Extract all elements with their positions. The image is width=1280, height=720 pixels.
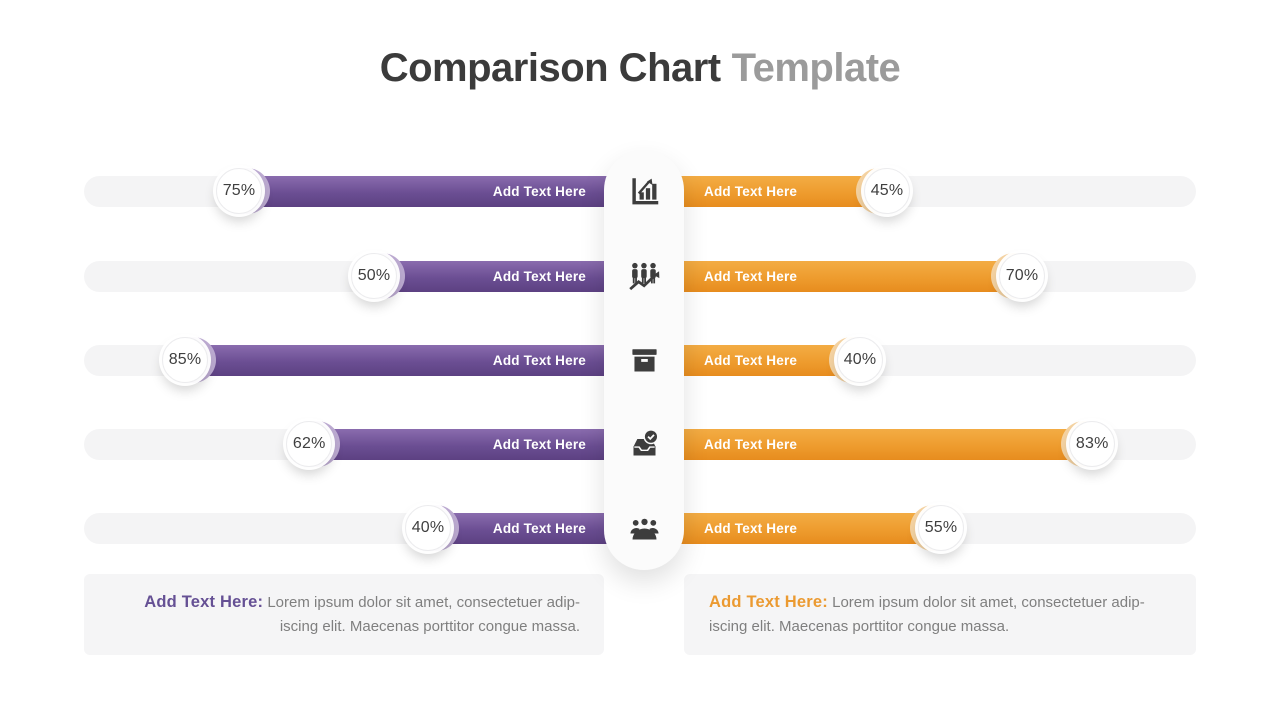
right-bar[interactable]: Add Text Here xyxy=(638,428,1093,460)
left-percentage-value: 62% xyxy=(292,435,326,452)
right-footer-text[interactable]: Add Text Here: Lorem ipsum dolor sit ame… xyxy=(709,590,1166,639)
right-footer-box[interactable]: Add Text Here: Lorem ipsum dolor sit ame… xyxy=(684,574,1196,655)
left-percentage-badge[interactable]: 75% xyxy=(216,168,262,214)
right-bar-label[interactable]: Add Text Here xyxy=(704,520,798,536)
left-footer-line2: iscing elit. Maecenas porttitor congue m… xyxy=(279,618,580,635)
inbox-check-icon xyxy=(604,421,684,467)
right-percentage-value: 40% xyxy=(843,351,877,368)
left-bar[interactable]: Add Text Here xyxy=(309,428,650,460)
page-title: Comparison Chart Template xyxy=(0,46,1280,91)
right-footer-line2: iscing elit. Maecenas porttitor congue m… xyxy=(709,618,1010,635)
left-bar-label[interactable]: Add Text Here xyxy=(492,183,586,199)
title-dark-part: Comparison Chart xyxy=(379,46,721,90)
left-bar[interactable]: Add Text Here xyxy=(239,175,650,207)
right-percentage-badge[interactable]: 83% xyxy=(1069,421,1116,467)
right-footer-line1: Lorem ipsum dolor sit amet, consectetuer… xyxy=(832,594,1145,611)
left-percentage-value: 40% xyxy=(411,519,445,536)
right-footer-heading[interactable]: Add Text Here: xyxy=(709,593,828,611)
comparison-chart: Add Text Here Add Text Here 75% 45% Add … xyxy=(84,150,1196,570)
right-bar-label[interactable]: Add Text Here xyxy=(704,352,798,368)
left-percentage-badge[interactable]: 85% xyxy=(162,337,208,383)
right-bar-label[interactable]: Add Text Here xyxy=(704,268,798,284)
left-percentage-value: 50% xyxy=(357,267,391,284)
left-bar-label[interactable]: Add Text Here xyxy=(492,436,586,452)
left-bar[interactable]: Add Text Here xyxy=(185,344,650,376)
left-footer-text[interactable]: Add Text Here: Lorem ipsum dolor sit ame… xyxy=(120,590,580,639)
meeting-group-icon xyxy=(604,505,684,551)
left-bar-label[interactable]: Add Text Here xyxy=(492,352,586,368)
left-bar-label[interactable]: Add Text Here xyxy=(492,268,586,284)
right-percentage-value: 83% xyxy=(1075,435,1109,452)
left-percentage-badge[interactable]: 62% xyxy=(286,421,333,467)
right-percentage-badge[interactable]: 55% xyxy=(918,505,964,551)
right-percentage-value: 55% xyxy=(924,519,958,536)
right-percentage-badge[interactable]: 70% xyxy=(999,253,1045,299)
right-bar-label[interactable]: Add Text Here xyxy=(704,183,798,199)
left-percentage-value: 75% xyxy=(222,182,256,199)
archive-box-icon xyxy=(604,337,684,383)
bar-chart-growth-icon xyxy=(604,168,684,214)
people-growth-icon xyxy=(604,253,684,299)
left-percentage-badge[interactable]: 40% xyxy=(405,505,451,551)
left-footer-line1: Lorem ipsum dolor sit amet, consectetuer… xyxy=(267,594,580,611)
right-percentage-badge[interactable]: 40% xyxy=(837,337,883,383)
right-bar[interactable]: Add Text Here xyxy=(638,512,941,544)
left-footer-heading[interactable]: Add Text Here: xyxy=(144,593,264,611)
right-percentage-value: 45% xyxy=(870,182,904,199)
left-bar-label[interactable]: Add Text Here xyxy=(492,520,586,536)
right-bar-label[interactable]: Add Text Here xyxy=(704,436,798,452)
left-percentage-badge[interactable]: 50% xyxy=(351,253,397,299)
right-percentage-value: 70% xyxy=(1005,267,1039,284)
left-percentage-value: 85% xyxy=(168,351,202,368)
center-icon-pill xyxy=(604,150,684,570)
right-bar[interactable]: Add Text Here xyxy=(638,260,1022,292)
left-footer-box[interactable]: Add Text Here: Lorem ipsum dolor sit ame… xyxy=(84,574,604,655)
right-percentage-badge[interactable]: 45% xyxy=(864,168,910,214)
title-gray-part: Template xyxy=(731,46,901,90)
